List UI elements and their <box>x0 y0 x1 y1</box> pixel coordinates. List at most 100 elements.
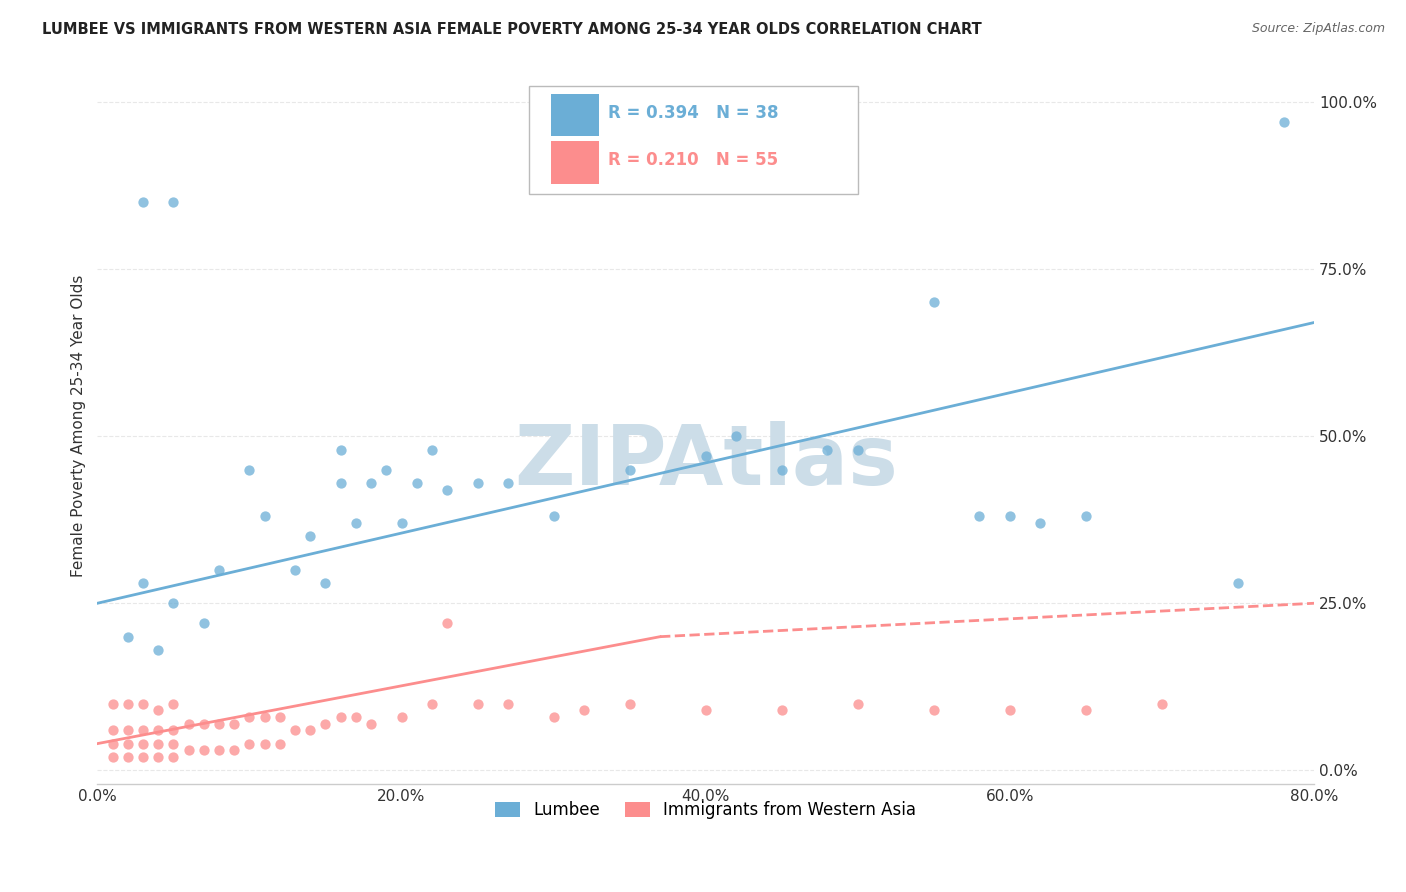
Point <box>846 697 869 711</box>
Point <box>132 737 155 751</box>
Point <box>193 616 215 631</box>
Point <box>496 475 519 490</box>
Point <box>436 616 458 631</box>
Point <box>253 710 276 724</box>
Point <box>208 563 231 577</box>
Text: R = 0.210   N = 55: R = 0.210 N = 55 <box>609 151 779 169</box>
Point <box>117 723 139 738</box>
Point <box>193 716 215 731</box>
Point <box>132 723 155 738</box>
Point <box>148 703 170 717</box>
Point <box>314 576 336 591</box>
Point <box>299 723 322 738</box>
FancyBboxPatch shape <box>551 95 599 136</box>
Point <box>162 723 184 738</box>
Point <box>253 737 276 751</box>
Point <box>998 703 1021 717</box>
FancyBboxPatch shape <box>551 141 599 184</box>
Point <box>162 195 184 210</box>
Point <box>132 576 155 591</box>
Text: LUMBEE VS IMMIGRANTS FROM WESTERN ASIA FEMALE POVERTY AMONG 25-34 YEAR OLDS CORR: LUMBEE VS IMMIGRANTS FROM WESTERN ASIA F… <box>42 22 981 37</box>
Point <box>329 475 352 490</box>
Point <box>148 643 170 657</box>
Point <box>132 195 155 210</box>
Point <box>329 442 352 457</box>
Point <box>101 737 124 751</box>
Point <box>619 697 641 711</box>
Point <box>224 743 246 757</box>
Point <box>619 462 641 476</box>
Point <box>132 750 155 764</box>
Point <box>467 475 489 490</box>
Point <box>117 630 139 644</box>
Point <box>543 710 565 724</box>
Point <box>420 442 443 457</box>
Point <box>101 697 124 711</box>
Point <box>132 697 155 711</box>
Point <box>391 710 413 724</box>
Point <box>1074 703 1097 717</box>
Text: Source: ZipAtlas.com: Source: ZipAtlas.com <box>1251 22 1385 36</box>
Point <box>725 429 748 443</box>
Point <box>224 716 246 731</box>
Point <box>253 509 276 524</box>
Legend: Lumbee, Immigrants from Western Asia: Lumbee, Immigrants from Western Asia <box>488 794 924 825</box>
Point <box>998 509 1021 524</box>
Point <box>162 737 184 751</box>
Point <box>101 723 124 738</box>
Point <box>467 697 489 711</box>
FancyBboxPatch shape <box>529 87 858 194</box>
Point <box>922 703 945 717</box>
Point <box>922 295 945 310</box>
Point <box>770 462 793 476</box>
Point <box>162 596 184 610</box>
Point <box>269 737 291 751</box>
Point <box>436 483 458 497</box>
Point <box>344 710 367 724</box>
Point <box>543 509 565 524</box>
Point <box>360 475 382 490</box>
Point <box>269 710 291 724</box>
Point <box>208 716 231 731</box>
Point <box>1227 576 1250 591</box>
Point <box>117 697 139 711</box>
Point <box>1272 115 1295 129</box>
Point <box>405 475 427 490</box>
Point <box>1029 516 1052 530</box>
Point <box>496 697 519 711</box>
Point <box>162 750 184 764</box>
Point <box>177 716 200 731</box>
Point <box>238 462 260 476</box>
Point <box>770 703 793 717</box>
Point <box>695 703 717 717</box>
Point <box>1150 697 1173 711</box>
Point <box>572 703 595 717</box>
Point <box>329 710 352 724</box>
Point <box>101 750 124 764</box>
Point <box>299 529 322 543</box>
Point <box>1074 509 1097 524</box>
Point <box>238 737 260 751</box>
Text: ZIPAtlas: ZIPAtlas <box>513 421 897 502</box>
Point <box>375 462 398 476</box>
Point <box>117 750 139 764</box>
Point <box>193 743 215 757</box>
Point <box>815 442 838 457</box>
Point <box>117 737 139 751</box>
Text: R = 0.394   N = 38: R = 0.394 N = 38 <box>609 104 779 122</box>
Point <box>284 563 307 577</box>
Point <box>846 442 869 457</box>
Point <box>148 737 170 751</box>
Point <box>420 697 443 711</box>
Point <box>284 723 307 738</box>
Point <box>162 697 184 711</box>
Point <box>360 716 382 731</box>
Point <box>314 716 336 731</box>
Point <box>148 750 170 764</box>
Y-axis label: Female Poverty Among 25-34 Year Olds: Female Poverty Among 25-34 Year Olds <box>72 275 86 577</box>
Point <box>177 743 200 757</box>
Point <box>391 516 413 530</box>
Point <box>344 516 367 530</box>
Point <box>148 723 170 738</box>
Point <box>969 509 991 524</box>
